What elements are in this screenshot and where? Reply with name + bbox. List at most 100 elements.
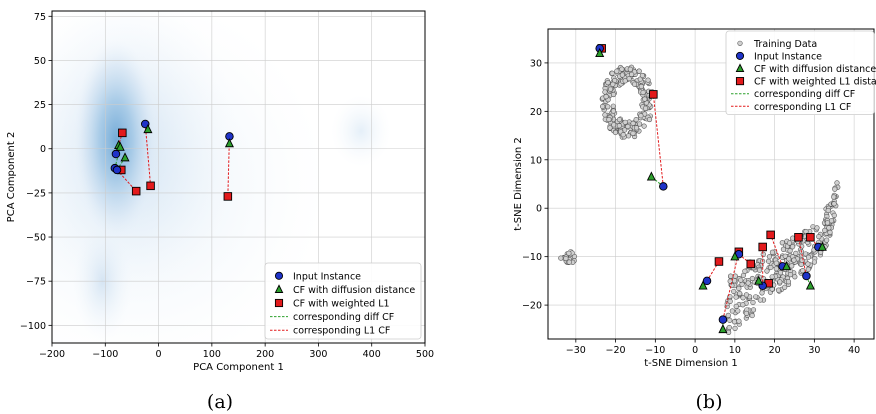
training-data-point bbox=[629, 71, 635, 78]
x-tick-label: 0 bbox=[692, 345, 698, 356]
training-data-point bbox=[607, 125, 613, 131]
cf-weighted-l1-point bbox=[223, 192, 233, 201]
y-tick-label: −20 bbox=[522, 301, 542, 312]
training-data-point bbox=[558, 255, 564, 261]
training-data-point bbox=[614, 68, 620, 74]
training-data-point bbox=[773, 266, 779, 272]
training-data-point bbox=[750, 299, 756, 306]
training-data-point bbox=[736, 318, 742, 324]
y-tick-label: 30 bbox=[530, 58, 542, 69]
training-data-point bbox=[805, 261, 811, 267]
cf-diffusion-point bbox=[782, 261, 792, 271]
training-data-point bbox=[773, 260, 779, 266]
training-data-point bbox=[768, 264, 774, 271]
training-data-point bbox=[630, 120, 636, 126]
y-tick-label: 50 bbox=[34, 56, 46, 67]
training-data-point bbox=[605, 104, 611, 110]
training-data-point bbox=[750, 307, 757, 313]
training-data-point bbox=[740, 295, 746, 301]
cf-diffusion-point bbox=[817, 241, 827, 251]
training-data-point bbox=[641, 123, 647, 129]
panel-b-chart: −30 −20 −10 0 10 20 30 40 −20 −10 0 10 20 30 t-SNE Di… bbox=[513, 28, 876, 413]
training-data-point bbox=[775, 287, 782, 293]
legend-entry-label: Input Instance bbox=[293, 271, 361, 282]
training-data-point bbox=[619, 66, 625, 72]
training-data-point bbox=[638, 113, 644, 119]
training-data-point bbox=[780, 246, 787, 252]
cf-weighted-l1-point bbox=[649, 90, 658, 99]
training-data-point bbox=[602, 89, 608, 95]
training-data-point bbox=[727, 317, 733, 323]
training-data-point bbox=[603, 94, 609, 100]
training-data-point bbox=[805, 254, 812, 260]
training-data-point bbox=[605, 80, 611, 86]
cf-weighted-l1-point bbox=[766, 230, 775, 240]
training-data-point bbox=[642, 96, 648, 102]
panel-a-ticks: −200 −100 0 100 200 300 400 500 −100 −75 −50 −25 0 25… bbox=[20, 12, 434, 360]
legend-entry-label: CF with diffusion distance bbox=[293, 285, 415, 296]
cf-diffusion-point bbox=[730, 251, 740, 261]
x-tick-label: −30 bbox=[566, 345, 586, 356]
cf-weighted-l1-point bbox=[118, 128, 127, 138]
training-data-point bbox=[743, 310, 749, 317]
training-data-point bbox=[733, 294, 739, 300]
training-data-point bbox=[800, 268, 806, 274]
training-data-point bbox=[610, 81, 616, 87]
training-data-point bbox=[786, 240, 793, 246]
training-data-point bbox=[822, 227, 828, 233]
training-data-point bbox=[749, 275, 755, 282]
training-data-point bbox=[828, 218, 835, 224]
y-tick-label: −75 bbox=[26, 277, 46, 288]
panel-b-training-points bbox=[558, 64, 841, 335]
panel-b-plot-frame bbox=[547, 28, 875, 340]
cf-weighted-l1-point bbox=[131, 186, 141, 196]
panel-a-chart: −200 −100 0 100 200 300 400 500 −100 −75 −50 −25 0 25… bbox=[6, 10, 434, 413]
cf-weighted-l1-point bbox=[714, 257, 724, 266]
training-data-point bbox=[726, 324, 732, 331]
legend-entry-label: CF with diffusion distance bbox=[754, 64, 876, 75]
y-tick-label: 10 bbox=[530, 155, 542, 166]
training-data-point bbox=[786, 256, 792, 262]
training-data-point bbox=[777, 270, 784, 276]
training-data-point bbox=[607, 86, 614, 92]
panel-a-gridlines bbox=[51, 11, 426, 343]
legend-entry-label: corresponding diff CF bbox=[754, 89, 855, 100]
training-data-point bbox=[824, 220, 831, 226]
kde-core-region bbox=[73, 39, 158, 240]
training-data-point bbox=[646, 116, 653, 123]
training-data-point bbox=[645, 77, 651, 83]
training-data-point bbox=[831, 194, 837, 200]
training-data-point bbox=[736, 285, 742, 291]
training-data-point bbox=[782, 253, 788, 259]
training-data-point bbox=[731, 319, 738, 325]
training-data-point bbox=[811, 259, 818, 265]
training-data-point bbox=[790, 244, 796, 250]
legend-swatch-marker bbox=[737, 40, 743, 46]
panel-b-x-axis-label: t-SNE Dimension 1 bbox=[644, 358, 738, 369]
training-data-point bbox=[610, 103, 616, 109]
training-data-point bbox=[731, 288, 737, 295]
l1-cf-line bbox=[797, 237, 807, 277]
training-data-point bbox=[825, 207, 831, 214]
training-data-point bbox=[566, 259, 572, 265]
legend-entry-label: corresponding L1 CF bbox=[293, 326, 390, 337]
training-data-point bbox=[742, 268, 748, 274]
training-data-point bbox=[760, 251, 766, 257]
training-data-point bbox=[792, 274, 798, 280]
training-data-point bbox=[609, 70, 615, 76]
cf-diffusion-point bbox=[224, 138, 234, 148]
input-instance-point bbox=[718, 315, 728, 324]
legend-entry-label: corresponding L1 CF bbox=[754, 102, 851, 113]
legend-box bbox=[264, 262, 422, 340]
training-data-point bbox=[612, 129, 619, 136]
x-tick-label: 300 bbox=[309, 349, 327, 360]
legend-swatch-marker bbox=[735, 63, 745, 73]
legend-swatch-marker bbox=[735, 77, 745, 86]
training-data-point bbox=[753, 294, 759, 300]
training-data-point bbox=[602, 112, 608, 118]
training-data-point bbox=[625, 133, 632, 139]
x-tick-label: 10 bbox=[729, 345, 741, 356]
x-tick-label: 100 bbox=[203, 349, 221, 360]
training-data-point bbox=[627, 66, 633, 72]
